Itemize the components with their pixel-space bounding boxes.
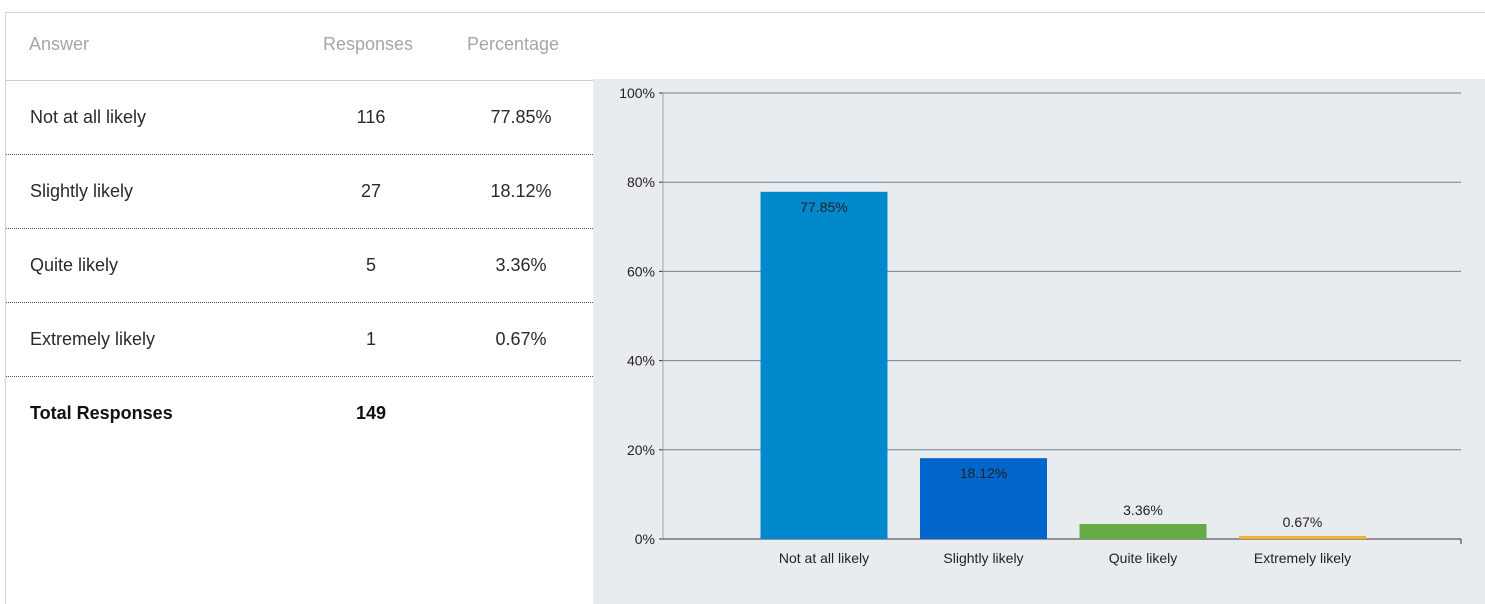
header-percentage: Percentage: [467, 34, 560, 54]
bar-data-label: 0.67%: [1283, 514, 1323, 530]
y-tick-label: 20%: [627, 442, 655, 458]
panel-frame: [5, 12, 1485, 604]
y-tick-label: 100%: [619, 85, 655, 101]
percentage-cell: 77.85%: [490, 107, 552, 127]
total-row: Total Responses 149: [6, 377, 593, 451]
table-header: Answer Responses Percentage: [5, 12, 593, 81]
answer-cell: Not at all likely: [30, 107, 147, 127]
bar-chart-svg: 0% 20% 40% 60% 80% 100% 77.85% Not at all likel…: [619, 85, 1462, 566]
table-row: Slightly likely 27 18.12%: [6, 155, 593, 229]
total-value: 149: [355, 403, 387, 423]
responses-cell: 5: [365, 255, 376, 275]
x-tick-label: Quite likely: [1109, 550, 1177, 566]
responses-cell: 27: [360, 181, 382, 201]
answer-cell: Extremely likely: [30, 329, 156, 349]
table-row: Not at all likely 116 77.85%: [6, 81, 593, 155]
table-row: Extremely likely 1 0.67%: [6, 303, 593, 377]
bar: [920, 458, 1047, 539]
y-tick-label: 80%: [627, 174, 655, 190]
responses-cell: 1: [365, 329, 376, 349]
x-tick-label: Extremely likely: [1254, 550, 1351, 566]
y-tick-label: 60%: [627, 263, 655, 279]
percentage-cell: 0.67%: [495, 329, 547, 349]
answer-cell: Slightly likely: [30, 181, 134, 201]
bar-chart: 0% 20% 40% 60% 80% 100% 77.85% Not at all likel…: [593, 79, 1485, 604]
table-row: Quite likely 5 3.36%: [6, 229, 593, 303]
x-tick-label: Slightly likely: [943, 550, 1023, 566]
header-responses: Responses: [323, 34, 414, 54]
total-label: Total Responses: [30, 403, 173, 423]
x-tick-label: Not at all likely: [779, 550, 869, 566]
bar-data-label: 18.12%: [960, 465, 1007, 481]
bar: [1239, 536, 1366, 539]
responses-cell: 116: [356, 107, 386, 127]
header-answer: Answer: [29, 34, 90, 54]
bar-data-label: 77.85%: [800, 199, 847, 215]
bar-data-label: 3.36%: [1123, 502, 1163, 518]
y-tick-label: 0%: [635, 531, 655, 547]
bar: [760, 191, 888, 539]
bar: [1079, 524, 1207, 539]
percentage-cell: 3.36%: [495, 255, 547, 275]
answer-cell: Quite likely: [30, 255, 119, 275]
y-tick-label: 40%: [627, 353, 655, 369]
percentage-cell: 18.12%: [490, 181, 552, 201]
